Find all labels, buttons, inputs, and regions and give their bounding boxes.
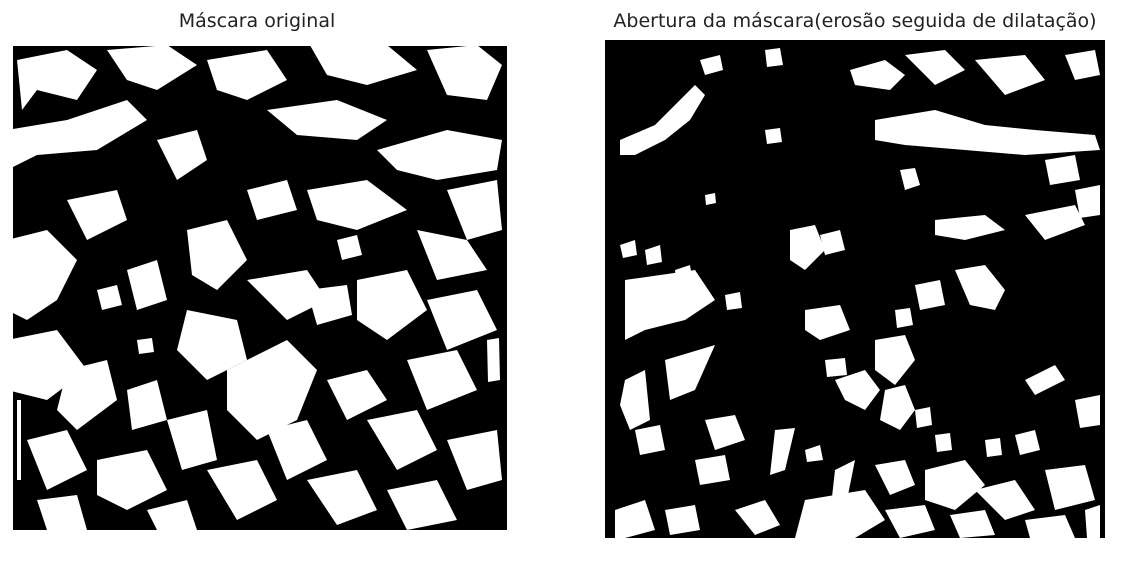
opened-mask-drawing — [605, 40, 1105, 538]
original-mask-drawing — [7, 40, 507, 538]
opened-mask-image — [605, 40, 1105, 538]
original-mask-image — [7, 40, 507, 538]
panel-title-opened-mask: Abertura da máscara(erosão seguida de di… — [590, 8, 1120, 34]
opened-mask-white-regions — [615, 48, 1100, 538]
original-mask-white-regions — [7, 40, 507, 538]
panel-title-original-mask: Máscara original — [7, 8, 507, 34]
